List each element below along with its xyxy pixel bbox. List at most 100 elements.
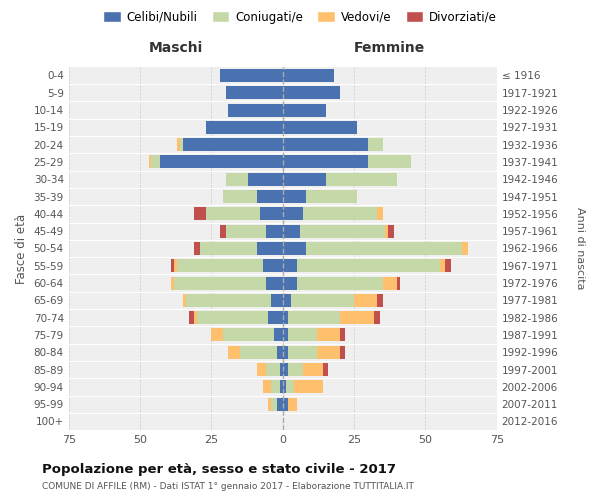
- Bar: [185, 294, 271, 307]
- Bar: [174, 260, 177, 272]
- Bar: [317, 328, 340, 342]
- Bar: [374, 311, 380, 324]
- Bar: [283, 311, 289, 324]
- Bar: [223, 328, 274, 342]
- Bar: [240, 346, 277, 359]
- Bar: [283, 224, 300, 237]
- Bar: [274, 328, 283, 342]
- Bar: [297, 260, 440, 272]
- Bar: [283, 190, 305, 203]
- Bar: [283, 398, 289, 410]
- Bar: [283, 121, 357, 134]
- Bar: [266, 276, 283, 289]
- Bar: [172, 276, 174, 289]
- Bar: [257, 242, 283, 255]
- Bar: [340, 311, 374, 324]
- Bar: [174, 276, 266, 289]
- Bar: [283, 208, 302, 220]
- Bar: [323, 363, 328, 376]
- Bar: [172, 260, 174, 272]
- Bar: [383, 276, 397, 289]
- Bar: [183, 294, 185, 307]
- Bar: [388, 224, 394, 237]
- Bar: [266, 363, 280, 376]
- Bar: [266, 224, 283, 237]
- Text: Popolazione per età, sesso e stato civile - 2017: Popolazione per età, sesso e stato civil…: [42, 462, 396, 475]
- Bar: [220, 224, 226, 237]
- Bar: [291, 294, 354, 307]
- Bar: [440, 260, 445, 272]
- Bar: [317, 346, 340, 359]
- Y-axis label: Anni di nascita: Anni di nascita: [575, 207, 585, 290]
- Bar: [271, 380, 280, 394]
- Bar: [354, 294, 377, 307]
- Bar: [368, 138, 383, 151]
- Bar: [151, 156, 160, 168]
- Bar: [268, 398, 271, 410]
- Bar: [194, 242, 200, 255]
- Bar: [283, 276, 297, 289]
- Bar: [149, 156, 151, 168]
- Bar: [283, 346, 289, 359]
- Bar: [283, 260, 297, 272]
- Text: Femmine: Femmine: [354, 40, 425, 54]
- Bar: [294, 380, 323, 394]
- Bar: [340, 346, 346, 359]
- Bar: [377, 294, 383, 307]
- Bar: [229, 346, 240, 359]
- Bar: [289, 363, 302, 376]
- Bar: [305, 190, 357, 203]
- Bar: [325, 173, 397, 186]
- Bar: [385, 224, 388, 237]
- Bar: [283, 294, 291, 307]
- Bar: [283, 242, 305, 255]
- Bar: [283, 328, 289, 342]
- Bar: [277, 398, 283, 410]
- Bar: [257, 190, 283, 203]
- Bar: [283, 363, 289, 376]
- Bar: [283, 104, 325, 117]
- Y-axis label: Fasce di età: Fasce di età: [15, 214, 28, 284]
- Bar: [197, 311, 268, 324]
- Bar: [226, 173, 248, 186]
- Bar: [177, 260, 263, 272]
- Bar: [211, 328, 223, 342]
- Bar: [280, 380, 283, 394]
- Bar: [463, 242, 468, 255]
- Bar: [223, 190, 257, 203]
- Bar: [257, 363, 266, 376]
- Bar: [268, 311, 283, 324]
- Bar: [300, 224, 385, 237]
- Bar: [302, 208, 377, 220]
- Bar: [280, 363, 283, 376]
- Bar: [206, 121, 283, 134]
- Bar: [229, 104, 283, 117]
- Bar: [283, 156, 368, 168]
- Bar: [283, 69, 334, 82]
- Bar: [177, 138, 180, 151]
- Bar: [289, 328, 317, 342]
- Bar: [305, 242, 463, 255]
- Bar: [340, 328, 346, 342]
- Bar: [180, 138, 183, 151]
- Bar: [271, 294, 283, 307]
- Bar: [445, 260, 451, 272]
- Bar: [289, 346, 317, 359]
- Bar: [200, 242, 257, 255]
- Bar: [188, 311, 194, 324]
- Bar: [194, 311, 197, 324]
- Bar: [226, 86, 283, 100]
- Bar: [226, 224, 266, 237]
- Bar: [283, 173, 325, 186]
- Bar: [397, 276, 400, 289]
- Bar: [302, 363, 323, 376]
- Bar: [289, 398, 297, 410]
- Text: COMUNE DI AFFILE (RM) - Dati ISTAT 1° gennaio 2017 - Elaborazione TUTTITALIA.IT: COMUNE DI AFFILE (RM) - Dati ISTAT 1° ge…: [42, 482, 414, 491]
- Bar: [271, 398, 277, 410]
- Legend: Celibi/Nubili, Coniugati/e, Vedovi/e, Divorziati/e: Celibi/Nubili, Coniugati/e, Vedovi/e, Di…: [98, 6, 502, 28]
- Bar: [368, 156, 411, 168]
- Text: Maschi: Maschi: [149, 40, 203, 54]
- Bar: [220, 69, 283, 82]
- Bar: [286, 380, 294, 394]
- Bar: [263, 260, 283, 272]
